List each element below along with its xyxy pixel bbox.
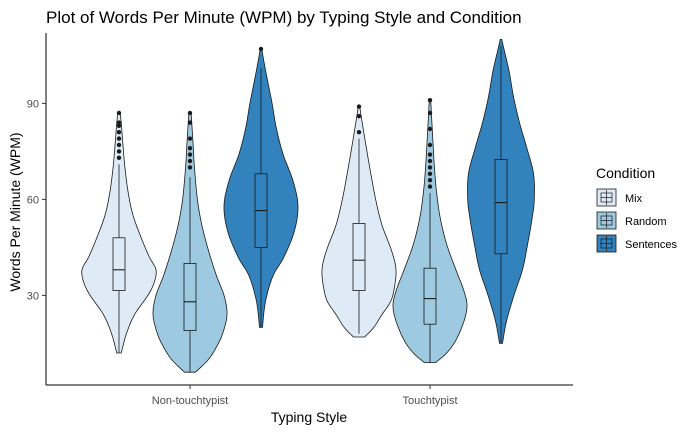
iqr-box <box>352 222 366 291</box>
outlier-point <box>427 184 433 189</box>
outlier-point <box>356 130 362 135</box>
x-tick-label: Touchtypist <box>402 395 457 407</box>
outlier-point <box>427 126 433 132</box>
outlier-point <box>356 114 362 119</box>
y-tick-label: 30 <box>27 290 39 302</box>
violin-group <box>392 98 468 363</box>
violins <box>81 39 535 373</box>
iqr-box <box>494 158 508 255</box>
outlier-point <box>116 142 122 148</box>
legend: Condition Mix Random Sentences <box>596 165 677 253</box>
legend-key <box>596 234 617 253</box>
legend-item: Random <box>596 211 667 230</box>
violin-group <box>321 104 397 338</box>
iqr-box <box>183 262 197 331</box>
plot-area: 30 60 90 Non-touchtypist Touchtypist <box>27 33 573 407</box>
x-axis-title: Typing Style <box>271 409 347 425</box>
outlier-point <box>116 136 122 141</box>
outlier-point <box>116 155 122 160</box>
violin-group <box>152 110 228 373</box>
outlier-point <box>427 98 433 103</box>
y-axis-ticks: 30 60 90 <box>27 98 46 302</box>
outlier-point <box>427 110 433 116</box>
violin-shape <box>467 39 535 344</box>
iqr-box <box>423 267 437 325</box>
legend-items: Mix Random Sentences <box>596 188 677 253</box>
outlier-point <box>356 104 362 109</box>
outlier-point <box>187 152 193 157</box>
legend-item: Mix <box>596 188 643 207</box>
iqr-box <box>112 237 126 292</box>
outlier-point <box>258 46 264 52</box>
outlier-point <box>116 120 122 125</box>
outlier-point <box>427 165 433 170</box>
outlier-point <box>116 130 122 135</box>
outlier-point <box>187 146 193 151</box>
violin-group <box>467 39 535 344</box>
y-tick-label: 90 <box>27 98 39 110</box>
outlier-point <box>116 123 122 128</box>
legend-label: Random <box>625 216 667 228</box>
violin-group <box>223 46 299 328</box>
x-tick-label: Non-touchtypist <box>152 395 228 407</box>
outlier-point <box>427 158 433 164</box>
chart-title: Plot of Words Per Minute (WPM) by Typing… <box>46 8 522 27</box>
outlier-point <box>116 110 122 116</box>
legend-label: Mix <box>625 193 643 205</box>
outlier-point <box>187 136 193 141</box>
outlier-point <box>187 110 193 116</box>
outlier-point <box>427 142 433 148</box>
x-axis-ticks: Non-touchtypist Touchtypist <box>152 385 458 407</box>
outlier-point <box>187 158 193 164</box>
outlier-point <box>427 178 433 183</box>
outlier-point <box>187 120 193 125</box>
outlier-point <box>427 152 433 157</box>
y-axis-title: Words Per Minute (WPM) <box>7 132 23 291</box>
violin-group <box>81 110 157 354</box>
legend-item: Sentences <box>596 234 677 253</box>
legend-title: Condition <box>596 165 655 181</box>
legend-label: Sentences <box>625 239 677 251</box>
y-tick-label: 60 <box>27 194 39 206</box>
legend-key <box>596 188 617 207</box>
legend-key <box>596 211 617 230</box>
outlier-point <box>187 165 193 170</box>
outlier-point <box>116 149 122 154</box>
outlier-point <box>427 171 433 176</box>
